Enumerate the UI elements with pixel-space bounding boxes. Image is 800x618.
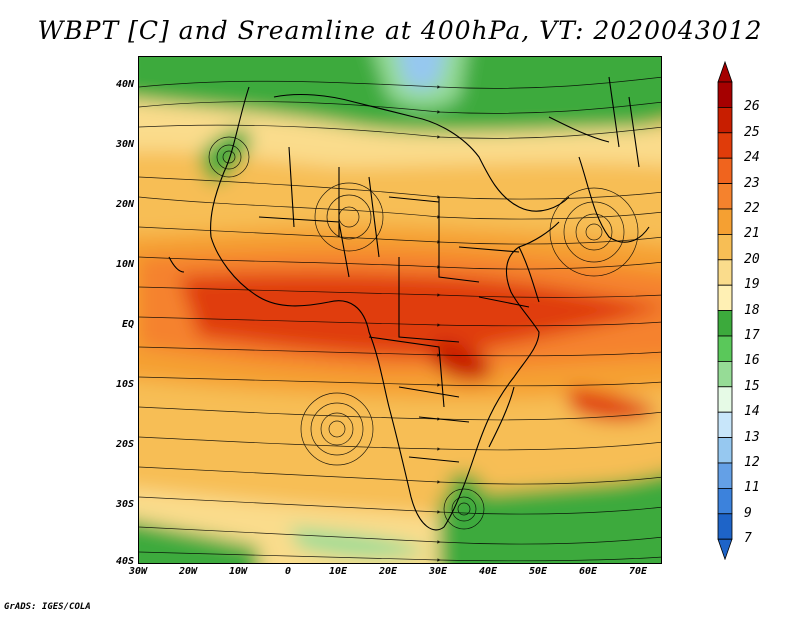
colorbar-segment xyxy=(717,437,733,464)
colorbar-segment xyxy=(717,107,733,134)
map-panel xyxy=(138,56,662,564)
colorbar-segment xyxy=(717,487,733,515)
lon-label: 70E xyxy=(628,566,648,577)
lon-label: 40E xyxy=(478,566,498,577)
lat-label: 30S xyxy=(115,499,134,510)
lon-label: 10E xyxy=(328,566,348,577)
colorbar-segment xyxy=(717,310,733,337)
colorbar-segment xyxy=(717,513,733,540)
colorbar-segment xyxy=(717,208,733,235)
colorbar-tick-label: 13 xyxy=(744,429,760,445)
colorbar-segment xyxy=(717,233,733,261)
colorbar-tick-label: 14 xyxy=(744,404,760,420)
colorbar-segment xyxy=(717,157,733,184)
colorbar xyxy=(717,60,733,560)
colorbar-segment xyxy=(717,360,733,388)
lat-label: EQ xyxy=(121,319,134,330)
colorbar-tick-label: 9 xyxy=(744,505,752,521)
lon-label: 30E xyxy=(428,566,448,577)
lat-label: 40N xyxy=(115,79,134,90)
colorbar-tick-label: 19 xyxy=(744,277,760,293)
colorbar-tick-label: 22 xyxy=(744,201,760,216)
colorbar-segment xyxy=(717,183,733,210)
lon-label: 30W xyxy=(128,566,148,577)
colorbar-segment xyxy=(717,335,733,362)
lat-label: 20N xyxy=(115,199,134,210)
colorbar-tick-label: 24 xyxy=(744,150,760,166)
wbpt-streamline-map xyxy=(139,57,661,563)
streamlines xyxy=(139,76,661,562)
colorbar-segment xyxy=(717,386,733,413)
lat-label: 10S xyxy=(115,379,134,390)
colorbar-tick-label: 20 xyxy=(744,251,760,267)
lon-label: 0 xyxy=(284,566,292,577)
colorbar-segment xyxy=(717,284,733,311)
colorbar-segment xyxy=(717,81,733,108)
lat-label: 30N xyxy=(115,139,134,150)
colorbar-tick-label: 11 xyxy=(744,480,760,496)
colorbar-tick-label: 25 xyxy=(744,124,760,140)
colorbar-tick-label: 26 xyxy=(744,99,760,115)
colorbar-top-arrow xyxy=(717,60,733,83)
colorbar-tick-label: 21 xyxy=(744,226,760,242)
colorbar-segment xyxy=(717,462,733,489)
colorbar-segment xyxy=(717,259,733,286)
colorbar-tick-label: 7 xyxy=(744,531,752,547)
lon-label: 60E xyxy=(578,566,598,577)
colorbar-tick-label: 17 xyxy=(744,328,760,343)
colorbar-segment xyxy=(717,132,733,159)
map-title: WBPT [C] and Sreamline at 400hPa, VT: 20… xyxy=(37,16,763,45)
colorbar-segment xyxy=(717,411,733,439)
grads-credit: GrADS: IGES/COLA xyxy=(4,602,91,612)
colorbar-tick-label: 16 xyxy=(744,353,760,369)
lon-label: 20E xyxy=(378,566,398,577)
coastlines xyxy=(168,76,650,531)
colorbar-tick-label: 15 xyxy=(744,378,760,394)
lon-label: 10W xyxy=(228,566,248,577)
lon-label: 50E xyxy=(528,566,548,577)
colorbar-tick-label: 12 xyxy=(744,455,760,470)
lat-label: 20S xyxy=(115,439,134,450)
lat-label: 40S xyxy=(115,556,134,567)
colorbar-bottom-arrow xyxy=(717,538,733,560)
lon-label: 20W xyxy=(178,566,198,577)
colorbar-tick-label: 18 xyxy=(744,302,760,318)
colorbar-tick-label: 23 xyxy=(744,175,760,191)
lat-label: 10N xyxy=(115,259,134,270)
temperature-shading xyxy=(139,57,661,563)
